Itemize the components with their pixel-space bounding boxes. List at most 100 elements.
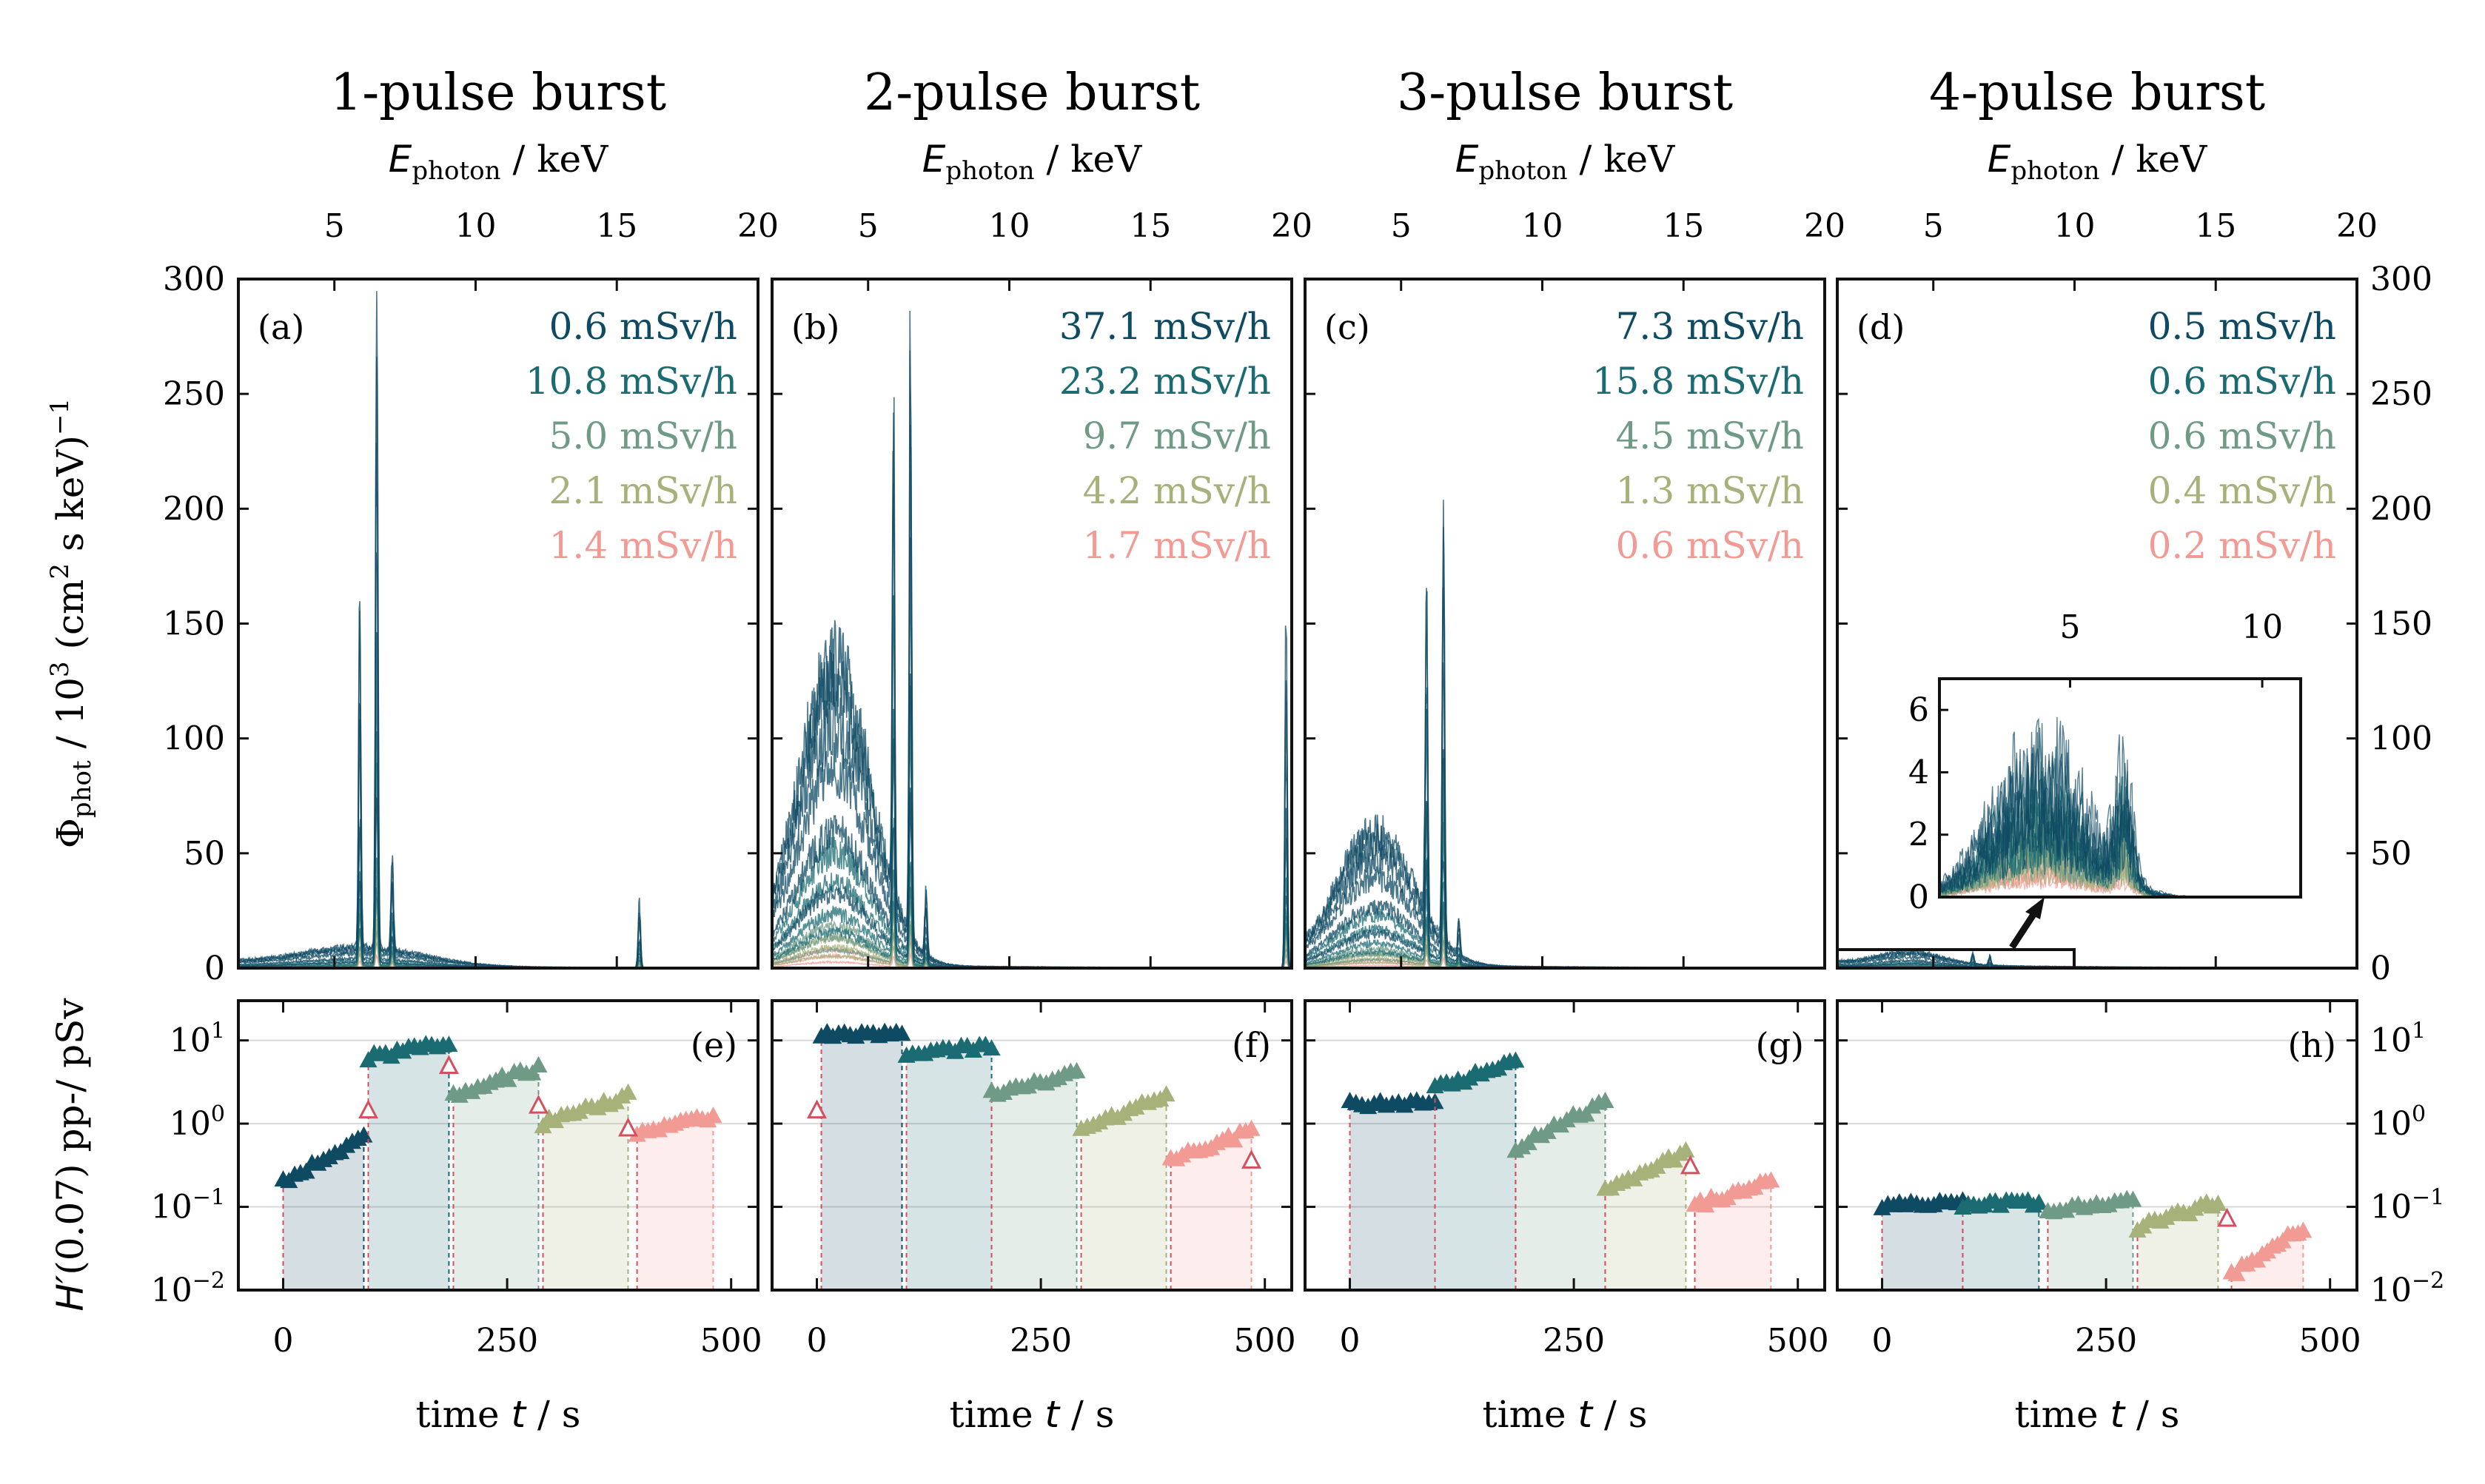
x-tick-label: 20 [737, 207, 779, 245]
open-marker [528, 1094, 549, 1114]
dose-area-2 [906, 1046, 992, 1290]
dose-rate-2: 15.8 mSv/h [1592, 360, 1804, 403]
dose-marker [2030, 1193, 2048, 1210]
panel-letter-g: (g) [1756, 1025, 1804, 1065]
log-tick-label: 10−2 [151, 1268, 225, 1309]
time-tick-label: 500 [700, 1322, 762, 1360]
dose-frame [1836, 999, 2358, 1292]
time-tick-label: 0 [1340, 1322, 1361, 1360]
dose-marker [1697, 1196, 1715, 1213]
dose-area-5 [1170, 1129, 1252, 1290]
x-tick-label: 15 [596, 207, 637, 245]
dose-rate-4: 2.1 mSv/h [549, 469, 737, 512]
dose-rate-1: 7.3 mSv/h [1616, 305, 1804, 348]
dose-rate-5: 1.7 mSv/h [1083, 524, 1271, 567]
y-tick-label: 200 [163, 490, 225, 528]
panel-letter-d: (d) [1857, 307, 1905, 347]
dose-rate-2: 10.8 mSv/h [526, 360, 737, 403]
dose-rate-3: 5.0 mSv/h [549, 414, 737, 457]
dose-rate-4: 0.4 mSv/h [2148, 469, 2336, 512]
x-tick-label: 20 [1271, 207, 1312, 245]
open-marker [2217, 1207, 2237, 1227]
zoom-arrow-head [2025, 897, 2045, 919]
spectrum-panel-b: 5 10 15 20 (b) 37.1 mSv/h 23.2 mSv/h 9.7 mSv/h 4… [771, 207, 1312, 970]
dose-rate-2: 23.2 mSv/h [1059, 360, 1271, 403]
time-axis-label: time t / s [2015, 1393, 2180, 1436]
dose-marker [1157, 1085, 1176, 1102]
spectrum-trace-1-2 [238, 632, 758, 968]
top-axis-label: Ephoton / keV [922, 138, 1142, 186]
spectrum-trace-5-1 [772, 952, 1292, 968]
dose-rate-3: 4.5 mSv/h [1616, 414, 1804, 457]
dose-area-1 [821, 1033, 902, 1290]
spectrum-trace-1-3 [238, 552, 758, 968]
top-axis-label: Ephoton / keV [389, 138, 608, 186]
inset-trace [1939, 727, 2301, 897]
time-axis-label: time t / s [1483, 1393, 1648, 1436]
dose-plot [1837, 1039, 2357, 1290]
dose-area-3 [991, 1072, 1077, 1290]
y-tick-label: 0 [2370, 950, 2391, 987]
x-tick-label: 15 [2195, 207, 2236, 245]
dose-marker [893, 1024, 911, 1041]
y-tick-label: 250 [163, 375, 225, 413]
panel-titles: 1-pulse burst Ephoton / keV 2-pulse burst E… [330, 64, 2265, 186]
x-tick-label: 10 [2053, 207, 2095, 245]
x-tick-label: 5 [324, 207, 345, 245]
inset-x-tick-label: 5 [2060, 608, 2081, 646]
inset-x-tick-label: 10 [2241, 608, 2283, 646]
dose-area-5 [1694, 1181, 1771, 1290]
dose-marker [440, 1035, 458, 1052]
dose-marker [982, 1039, 1001, 1056]
x-tick-label: 15 [1663, 207, 1704, 245]
log-tick-label: 10−1 [2370, 1185, 2444, 1226]
panel-letter-a: (a) [258, 307, 304, 347]
inset-trace [1939, 716, 2301, 897]
dose-marker [1242, 1119, 1261, 1136]
spectrum-trace-1-1 [238, 797, 758, 968]
open-marker [1241, 1149, 1262, 1169]
y-tick-label: 100 [163, 720, 225, 758]
x-tick-label: 10 [455, 207, 496, 245]
dose-area-4 [543, 1093, 628, 1290]
dose-rate-4: 1.3 mSv/h [1616, 469, 1804, 512]
y-tick-label: 150 [2370, 605, 2432, 643]
dose-marker [297, 1162, 315, 1179]
time-tick-label: 500 [2299, 1322, 2361, 1360]
panel-title-3: 3-pulse burst [1397, 64, 1733, 122]
dose-marker [534, 1117, 552, 1134]
dose-area-1 [1882, 1201, 1963, 1290]
log-tick-label: 10−1 [151, 1185, 225, 1226]
dose-plot [238, 1035, 758, 1290]
open-marker [438, 1055, 459, 1074]
dose-plot [772, 1022, 1292, 1290]
spectrum-trace-4-3 [238, 901, 758, 968]
spectrum-traces [772, 310, 1292, 968]
dose-frame [237, 999, 759, 1292]
x-tick-label: 5 [858, 207, 879, 245]
dose-marker [619, 1083, 637, 1100]
spectrum-trace-2-3 [238, 762, 758, 968]
dose-marker [1225, 1131, 1244, 1148]
dose-marker [1067, 1061, 1086, 1078]
open-marker [807, 1099, 827, 1119]
open-marker [1680, 1155, 1700, 1175]
dose-area-2 [368, 1045, 449, 1290]
y-tick-label: 200 [2370, 490, 2432, 528]
inset-y-tick-label: 2 [1908, 816, 1929, 854]
y-tick-label: 0 [204, 950, 225, 987]
spectrum-trace-3-3 [238, 876, 758, 968]
x-tick-label: 15 [1130, 207, 1171, 245]
dose-marker [1506, 1051, 1525, 1068]
dose-panel-e: 0 250 500 10−2 10−1 100 101 (e) time t / s [151, 999, 762, 1436]
dose-area-2 [1962, 1201, 2039, 1290]
spectrum-traces [1837, 947, 2357, 968]
zoom-box [1836, 948, 2076, 970]
inset-trace [1939, 820, 2301, 897]
top-axis-label: Ephoton / keV [1988, 138, 2207, 186]
